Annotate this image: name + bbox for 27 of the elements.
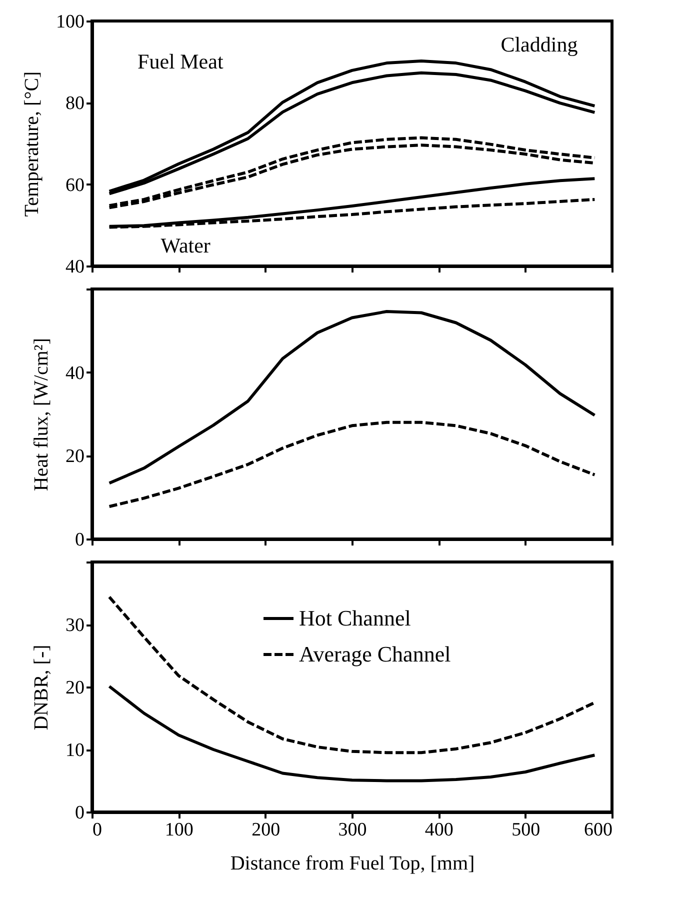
y-tick-label: 0	[75, 802, 84, 824]
y-axis-title: Temperature, [°C]	[21, 71, 43, 217]
y-tick-label: 20	[66, 678, 84, 698]
x-tick-label: 400	[424, 820, 454, 840]
y-tick-label: 40	[66, 256, 84, 278]
y-tick-label: 40	[66, 362, 84, 384]
y-tick-label: 100	[56, 12, 84, 32]
x-tick-label: 500	[512, 820, 540, 840]
x-tick-label: 600	[584, 820, 612, 840]
y-tick-label: 0	[75, 530, 84, 550]
y-tick-label: 80	[66, 93, 84, 114]
y-tick-label: 60	[66, 174, 84, 196]
legend-label: Average Channel	[299, 642, 451, 666]
annotation: Water	[160, 233, 210, 258]
x-axis-title: Distance from Fuel Top, [mm]	[230, 852, 475, 874]
y-axis-title: DNBR, [-]	[30, 644, 52, 730]
x-tick-label: 100	[164, 820, 194, 840]
x-tick-label: 0	[92, 820, 102, 840]
y-axis-title: Heat flux, [W/cm²]	[30, 338, 52, 492]
y-tick-label: 30	[66, 615, 84, 636]
legend-label: Hot Channel	[299, 606, 411, 630]
x-tick-label: 300	[338, 820, 367, 840]
x-tick-label: 200	[252, 820, 280, 840]
y-tick-label: 10	[66, 740, 84, 761]
y-tick-label: 20	[66, 446, 84, 468]
annotation: Fuel Meat	[138, 50, 224, 74]
annotation: Cladding	[500, 32, 578, 56]
